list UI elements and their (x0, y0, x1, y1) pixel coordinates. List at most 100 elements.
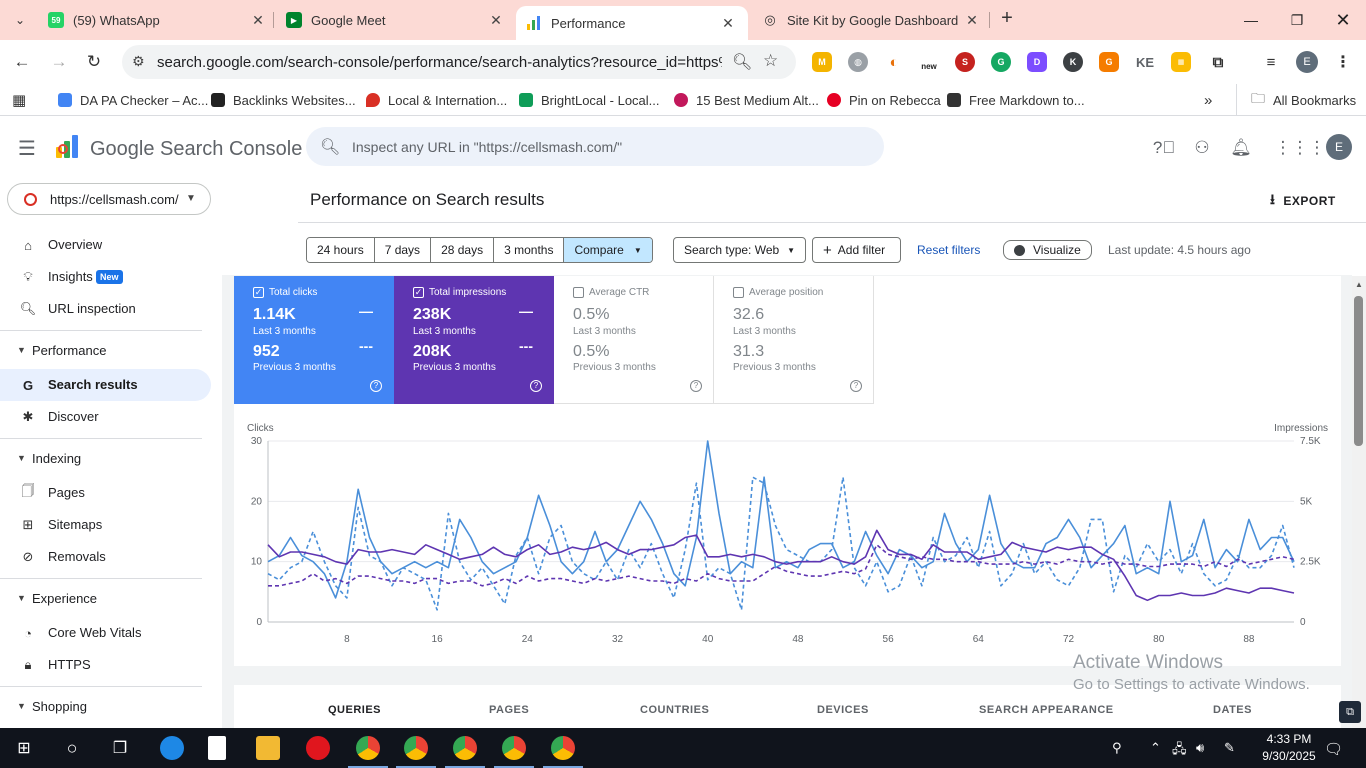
range-28-days-button[interactable]: 28 days (431, 238, 495, 262)
page-scrollbar[interactable]: ▲ (1352, 276, 1366, 728)
checkbox-unchecked-icon[interactable] (733, 287, 744, 298)
extension-m-icon[interactable]: M (812, 52, 832, 72)
tab-search-button[interactable]: ⌄ (8, 8, 32, 32)
metric-card-total-impressions[interactable]: ✓ Total impressions 238K Last 3 months — … (394, 276, 554, 404)
volume-icon[interactable]: 🔊︎ (1196, 740, 1205, 755)
extensions-puzzle-icon[interactable]: ⧉ (1208, 52, 1228, 72)
sidebar-item-url-inspection[interactable]: 🔍︎ URL inspection (0, 293, 211, 325)
chrome-profile-2-icon[interactable] (396, 736, 436, 768)
sidebar-item-search-results[interactable]: G Search results (0, 369, 211, 401)
sidebar-item-insights[interactable]: 💡︎ Insights New (0, 261, 211, 293)
range-24-hours-button[interactable]: 24 hours (307, 238, 375, 262)
keywords-everywhere-icon[interactable]: KE (1135, 52, 1155, 72)
kebab-menu-icon[interactable]: ⋮ (1333, 52, 1353, 72)
document-app-icon[interactable] (208, 736, 226, 760)
chrome-profile-4-icon[interactable] (494, 736, 534, 768)
sidebar-item-core-web-vitals[interactable]: ◔ Core Web Vitals (0, 617, 211, 649)
search-circle-icon[interactable]: ○ (66, 737, 78, 758)
overlay-tool-icon[interactable]: ⧉ (1339, 701, 1361, 723)
account-avatar[interactable]: E (1326, 134, 1352, 160)
file-explorer-icon[interactable] (256, 736, 280, 760)
task-view-icon[interactable]: ❐ (112, 740, 128, 757)
manage-users-icon[interactable]: ⚇ (1194, 138, 1210, 157)
sidebar-item-https[interactable]: 🔒︎ HTTPS (0, 649, 211, 681)
back-button[interactable]: ← (10, 50, 34, 74)
tab-devices[interactable]: DEVICES (817, 704, 869, 716)
media-controls-icon[interactable]: ≡ (1261, 52, 1281, 72)
minimize-button[interactable]: — (1228, 0, 1274, 40)
people-icon[interactable]: ⚲ (1112, 740, 1122, 755)
forward-button[interactable]: → (47, 50, 71, 74)
scrollbar-thumb[interactable] (1354, 296, 1363, 446)
chrome-profile-5-icon[interactable] (543, 736, 583, 768)
add-filter-button[interactable]: + Add filter (812, 237, 901, 263)
google-apps-grid-icon[interactable]: ⋮⋮⋮ (1274, 138, 1326, 157)
range-7-days-button[interactable]: 7 days (374, 238, 432, 262)
bookmark-medium[interactable]: 15 Best Medium Alt... (674, 84, 819, 116)
tab-google-meet[interactable]: ▶ Google Meet ✕ (282, 0, 510, 40)
url-inspect-input[interactable] (352, 127, 872, 166)
sidebar-item-removals[interactable]: ⊘ Removals (0, 541, 211, 573)
edge-browser-icon[interactable] (160, 736, 184, 760)
address-bar[interactable]: ⚙ search.google.com/search-console/perfo… (122, 45, 796, 79)
bookmarks-overflow-icon[interactable]: » (1204, 91, 1213, 109)
tab-queries[interactable]: QUERIES (328, 704, 382, 716)
bookmark-local[interactable]: Local & Internation... (366, 84, 507, 116)
extension-new-icon[interactable]: new (919, 60, 939, 72)
bookmark-backlinks[interactable]: Backlinks Websites... (211, 84, 356, 116)
browser-profile-avatar[interactable]: E (1296, 51, 1318, 73)
checkbox-checked-icon[interactable]: ✓ (253, 287, 264, 298)
apps-grid-icon[interactable]: ▦ (12, 92, 27, 109)
export-button[interactable]: ⭳ EXPORT (1270, 189, 1336, 213)
extension-k-icon[interactable]: K (1063, 52, 1083, 72)
scroll-up-icon[interactable]: ▲ (1355, 280, 1363, 289)
metric-card-average-ctr[interactable]: Average CTR 0.5% Last 3 months 0.5% Prev… (554, 276, 714, 404)
metric-card-average-position[interactable]: Average position 32.6 Last 3 months 31.3… (714, 276, 874, 404)
help-icon[interactable]: ? (850, 380, 862, 392)
help-icon[interactable]: ? (690, 380, 702, 392)
opera-browser-icon[interactable] (306, 736, 330, 760)
tab-site-kit[interactable]: ◎ Site Kit by Google Dashboard ‹ ✕ (758, 0, 986, 40)
hamburger-menu-icon[interactable]: ☰ (18, 138, 36, 160)
chrome-profile-1-icon[interactable] (348, 736, 388, 768)
checkbox-unchecked-icon[interactable] (573, 287, 584, 298)
bookmark-markdown[interactable]: Free Markdown to... (947, 84, 1085, 116)
sidebar-item-pages[interactable]: 🗍︎ Pages (0, 477, 211, 509)
bookmark-da-pa[interactable]: DA PA Checker – Ac... (58, 84, 208, 116)
range-3-months-button[interactable]: 3 months (494, 238, 565, 262)
extension-d-icon[interactable]: D (1027, 52, 1047, 72)
extension-g-icon[interactable]: G (1099, 52, 1119, 72)
tab-search-appearance[interactable]: SEARCH APPEARANCE (979, 704, 1114, 716)
notifications-icon[interactable]: 🗨︎ (1324, 741, 1344, 758)
windows-start-icon[interactable]: ⊞ (17, 740, 31, 757)
bookmark-brightlocal[interactable]: BrightLocal - Local... (519, 84, 660, 116)
checkbox-checked-icon[interactable]: ✓ (413, 287, 424, 298)
network-icon[interactable]: 🖧︎ (1172, 741, 1187, 756)
grammarly-icon[interactable]: G (991, 52, 1011, 72)
new-tab-button[interactable]: + (996, 8, 1018, 30)
tab-dates[interactable]: DATES (1213, 704, 1252, 716)
reload-button[interactable]: ↻ (82, 50, 106, 74)
tab-countries[interactable]: COUNTRIES (640, 704, 710, 716)
help-icon[interactable]: ?⃝ (1152, 138, 1176, 157)
help-icon[interactable]: ? (370, 380, 382, 392)
close-icon[interactable]: ✕ (966, 11, 978, 28)
system-clock[interactable]: 4:33 PM 9/30/2025 (1258, 731, 1320, 765)
sidebar-item-overview[interactable]: ⌂ Overview (0, 229, 211, 261)
close-icon[interactable]: ✕ (252, 11, 264, 28)
tab-whatsapp[interactable]: 59 (59) WhatsApp ✕ (44, 0, 272, 40)
search-type-dropdown[interactable]: Search type: Web ▼ (673, 237, 806, 263)
close-icon[interactable]: ✕ (722, 14, 734, 31)
visualize-button[interactable]: Visualize (1003, 240, 1092, 260)
extension-yellow-icon[interactable]: ▦ (1171, 52, 1191, 72)
range-compare-button[interactable]: Compare ▼ (564, 238, 652, 262)
extension-red-icon[interactable]: S (955, 52, 975, 72)
zoom-icon[interactable]: 🔍︎ (732, 54, 753, 71)
tab-performance[interactable]: Performance ✕ (516, 6, 748, 40)
close-window-button[interactable]: ✕ (1320, 0, 1366, 40)
search-console-logo[interactable] (54, 133, 82, 161)
bookmark-pinterest[interactable]: Pin on Rebecca (827, 84, 941, 116)
url-text[interactable]: search.google.com/search-console/perform… (157, 54, 722, 71)
performance-chart[interactable]: Clicks Impressions 30 7.5K 20 5K 10 2.5K 0 0 8 16 24… (234, 404, 1341, 666)
reset-filters-link[interactable]: Reset filters (917, 243, 981, 257)
